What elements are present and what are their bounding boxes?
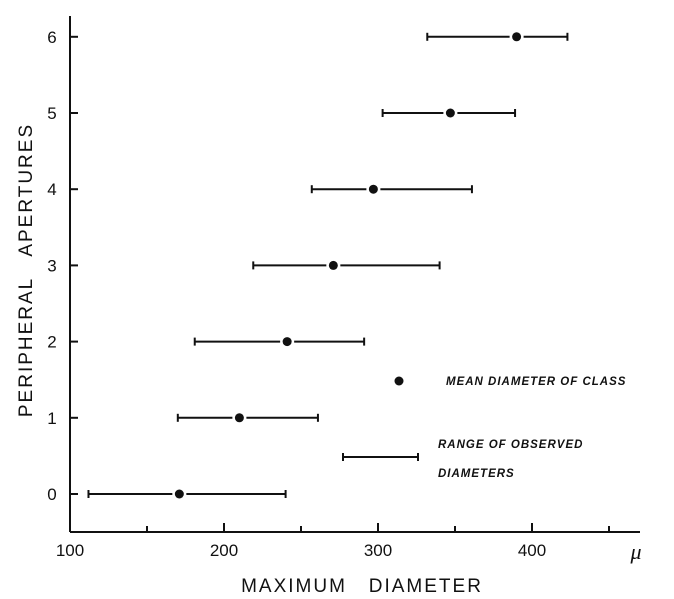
mean-point-2 bbox=[282, 337, 292, 347]
y-tick-label-2: 2 bbox=[47, 333, 56, 352]
ticks: 100 200 300 400 0 1 2 3 4 5 6 bbox=[47, 28, 610, 560]
y-tick-label-4: 4 bbox=[47, 180, 56, 199]
legend: MEAN DIAMETER OF CLASS RANGE OF OBSERVED D… bbox=[342, 376, 626, 480]
mean-point-6 bbox=[512, 32, 522, 42]
mean-point-5 bbox=[445, 108, 455, 118]
y-tick-label-3: 3 bbox=[47, 256, 56, 275]
x-tick-label-200: 200 bbox=[210, 541, 238, 560]
legend-range-label-line1: RANGE OF OBSERVED bbox=[438, 439, 583, 451]
x-tick-label-100: 100 bbox=[56, 541, 84, 560]
x-tick-label-400: 400 bbox=[518, 541, 546, 560]
legend-mean-label: MEAN DIAMETER OF CLASS bbox=[446, 376, 626, 388]
y-tick-label-6: 6 bbox=[47, 28, 56, 47]
mean-point-0 bbox=[174, 489, 184, 499]
mean-point-4 bbox=[368, 184, 378, 194]
legend-range-label-line2: DIAMETERS bbox=[438, 468, 515, 480]
data-marks bbox=[87, 31, 569, 499]
y-axis-title: PERIPHERAL APERTURES bbox=[16, 123, 37, 417]
y-tick-label-1: 1 bbox=[47, 409, 56, 428]
x-tick-label-300: 300 bbox=[364, 541, 392, 560]
x-axis-unit: μ bbox=[629, 539, 641, 564]
x-axis-title: MAXIMUM DIAMETER bbox=[241, 576, 483, 597]
mean-point-3 bbox=[328, 260, 338, 270]
mean-point-1 bbox=[234, 413, 244, 423]
legend-mean-symbol bbox=[394, 376, 404, 386]
axes bbox=[69, 16, 640, 533]
y-tick-label-5: 5 bbox=[47, 104, 56, 123]
y-tick-label-0: 0 bbox=[47, 485, 56, 504]
